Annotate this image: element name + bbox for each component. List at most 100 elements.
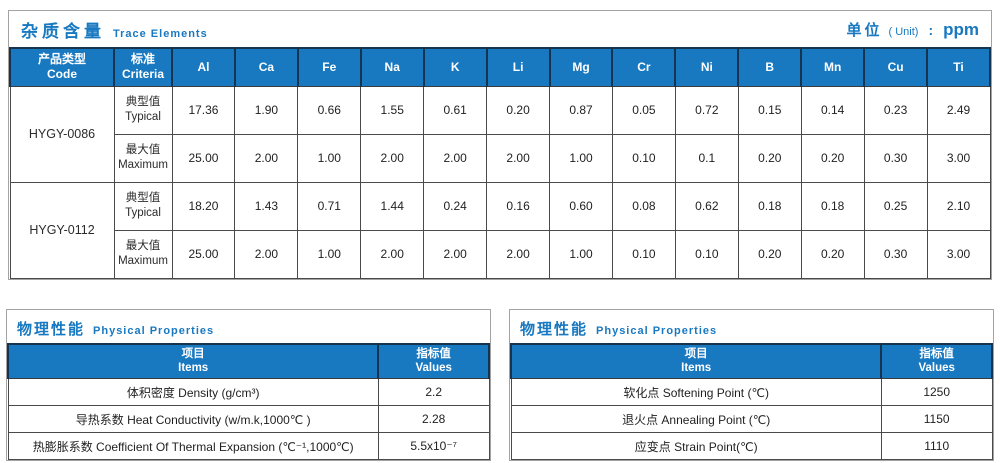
element-value-cell: 0.15 (737, 85, 802, 135)
element-column-header: Li (485, 47, 551, 87)
values-header-zh: 指标值 (919, 347, 954, 360)
element-value-cell: 0.30 (863, 229, 928, 279)
element-value-cell: 0.20 (486, 85, 551, 135)
property-item-cell: 退火点 Annealing Point (℃) (510, 405, 882, 434)
physical-table-row: 热膨胀系数 Coefficient Of Thermal Expansion (… (7, 432, 490, 461)
code-column-header: 产品类型 Code (9, 47, 115, 87)
physical-table-row: 体积密度 Density (g/cm³) 2.2 (7, 378, 490, 407)
element-value-cell: 0.72 (674, 85, 739, 135)
criteria-label-en: Typical (125, 111, 161, 123)
unit-label-zh: 单位 (846, 21, 883, 39)
property-item-cell: 软化点 Softening Point (℃) (510, 378, 882, 407)
items-header-zh: 项目 (181, 347, 205, 360)
element-column-header: Na (359, 47, 425, 87)
physical-properties-section-right: 物理性能 Physical Properties 项目 Items 指标值 Va… (509, 308, 994, 462)
element-value-cell: 2.00 (360, 133, 425, 183)
element-value-cell: 0.30 (863, 133, 928, 183)
items-header-en: Items (681, 362, 712, 375)
criteria-label-zh: 最大值 (125, 240, 161, 253)
element-column-header: Cr (611, 47, 677, 87)
criteria-label-en: Maximum (118, 159, 168, 171)
element-column-header: Cu (863, 47, 929, 87)
criteria-cell: 最大值 Maximum (113, 229, 173, 279)
element-value-cell: 0.14 (800, 85, 865, 135)
element-column-header: Mg (548, 47, 614, 87)
product-code-cell: HYGY-0112 (9, 181, 115, 279)
physical-table-row: 软化点 Softening Point (℃) 1250 (510, 378, 993, 407)
trace-section-title: 杂质含量 Trace Elements (21, 17, 208, 42)
property-value-cell: 2.2 (377, 378, 490, 407)
criteria-label-en: Maximum (118, 255, 168, 267)
element-value-cell: 0.10 (611, 133, 676, 183)
element-value-cell: 25.00 (171, 229, 236, 279)
property-value-cell: 5.5x10⁻⁷ (377, 432, 490, 461)
physical-table-head: 项目 Items 指标值 Values (509, 342, 993, 380)
element-value-cell: 1.00 (297, 229, 362, 279)
element-value-cell: 0.61 (423, 85, 488, 135)
code-header-zh: 产品类型 (37, 52, 86, 67)
element-value-cell: 1.00 (549, 229, 613, 279)
physical-properties-table-right: 项目 Items 指标值 Values 软化点 Softening Point … (509, 342, 993, 461)
element-value-cell: 1.44 (360, 181, 425, 231)
element-column-header: Ti (926, 47, 991, 87)
element-value-cell: 0.16 (486, 181, 551, 231)
property-value-cell: 1250 (880, 378, 993, 407)
element-value-cell: 0.24 (423, 181, 488, 231)
element-value-cell: 0.10 (611, 229, 676, 279)
property-item-cell: 导热系数 Heat Conductivity (w/m.k,1000℃ ) (7, 405, 379, 434)
element-value-cell: 0.05 (611, 85, 676, 135)
physical-header-row: 项目 Items 指标值 Values (6, 342, 490, 380)
trace-title-en: Trace Elements (113, 27, 208, 40)
product-code-cell: HYGY-0086 (9, 85, 115, 183)
physical-section-title-left: 物理性能 Physical Properties (7, 310, 490, 343)
element-column-header: Al (171, 47, 236, 87)
physical-title-zh: 物理性能 (17, 320, 86, 338)
physical-title-zh: 物理性能 (520, 320, 589, 338)
unit-colon: : (928, 21, 934, 38)
criteria-cell: 典型值 Typical (113, 181, 173, 231)
physical-title-en: Physical Properties (596, 324, 718, 337)
element-value-cell: 0.66 (297, 85, 362, 135)
element-value-cell: 0.25 (863, 181, 928, 231)
element-value-cell: 1.90 (234, 85, 299, 135)
element-value-cell: 1.55 (360, 85, 425, 135)
element-value-cell: 0.1 (674, 133, 739, 183)
criteria-cell: 最大值 Maximum (113, 133, 173, 183)
trace-table-head: 产品类型 Code 标准 Criteria Al Ca Fe Na K Li Mg Cr Ni B… (9, 47, 991, 87)
criteria-cell: 典型值 Typical (113, 85, 173, 135)
items-header-zh: 项目 (684, 347, 708, 360)
criteria-label-zh: 典型值 (125, 96, 161, 109)
trace-elements-section: 杂质含量 Trace Elements 单位 ( Unit) : ppm 产品类… (8, 10, 992, 280)
element-value-cell: 1.43 (234, 181, 299, 231)
unit-value: ppm (943, 19, 979, 39)
physical-table-body: 体积密度 Density (g/cm³) 2.2 导热系数 Heat Conduct… (7, 378, 490, 461)
values-header-en: Values (918, 362, 955, 375)
physical-table-row: 导热系数 Heat Conductivity (w/m.k,1000℃ ) 2.2… (7, 405, 490, 434)
element-value-cell: 3.00 (926, 229, 991, 279)
element-column-header: Ca (233, 47, 299, 87)
physical-properties-section-left: 物理性能 Physical Properties 项目 Items 指标值 Va… (6, 308, 491, 462)
trace-table-row: 最大值 Maximum 25.00 2.00 1.00 2.00 2.00 2.00 1.00 0… (10, 133, 991, 183)
code-header-en: Code (47, 67, 77, 82)
element-column-header: K (422, 47, 488, 87)
element-value-cell: 0.20 (800, 229, 865, 279)
element-value-cell: 0.23 (863, 85, 928, 135)
element-value-cell: 2.00 (423, 229, 488, 279)
criteria-header-zh: 标准 (130, 52, 155, 67)
trace-table-row: 最大值 Maximum 25.00 2.00 1.00 2.00 2.00 2.00 1.00 0… (10, 229, 991, 279)
element-value-cell: 0.62 (674, 181, 739, 231)
items-header-en: Items (178, 362, 209, 375)
values-header-zh: 指标值 (416, 347, 451, 360)
criteria-label-zh: 典型值 (125, 192, 161, 205)
property-value-cell: 2.28 (377, 405, 490, 434)
unit-label-en: ( Unit) (888, 25, 919, 38)
physical-table-row: 退火点 Annealing Point (℃) 1150 (510, 405, 993, 434)
element-value-cell: 0.18 (737, 181, 802, 231)
criteria-label-zh: 最大值 (125, 144, 161, 157)
physical-table-body: 软化点 Softening Point (℃) 1250 退火点 Annealing… (510, 378, 993, 461)
element-value-cell: 2.00 (234, 229, 299, 279)
element-value-cell: 0.20 (800, 133, 865, 183)
element-value-cell: 0.10 (674, 229, 739, 279)
values-column-header: 指标值 Values (377, 342, 490, 380)
trace-table-row: HYGY-0086 典型值 Typical 17.36 1.90 0.66 1.55 0.61… (9, 85, 991, 183)
